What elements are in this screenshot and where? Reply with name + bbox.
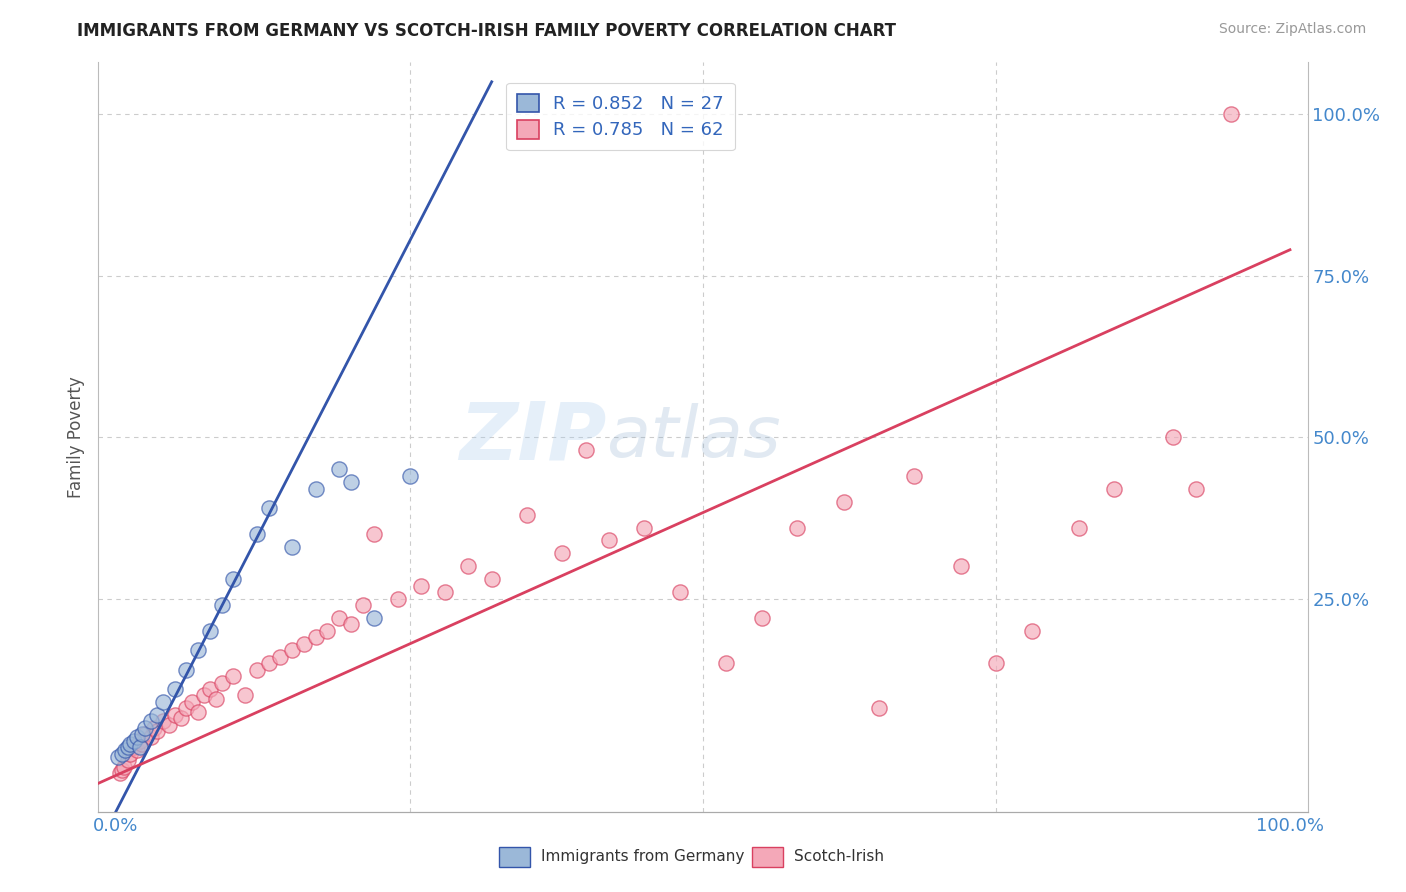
- Point: [117, 753, 139, 767]
- Point: [211, 598, 233, 612]
- Point: [398, 468, 420, 483]
- Point: [551, 546, 574, 560]
- Point: [281, 643, 304, 657]
- Point: [127, 731, 149, 745]
- Text: IMMIGRANTS FROM GERMANY VS SCOTCH-IRISH FAMILY POVERTY CORRELATION CHART: IMMIGRANTS FROM GERMANY VS SCOTCH-IRISH …: [77, 22, 897, 40]
- Text: ZIP: ZIP: [458, 398, 606, 476]
- Point: [292, 637, 315, 651]
- Point: [786, 520, 808, 534]
- Point: [112, 759, 135, 773]
- Point: [204, 691, 226, 706]
- Point: [141, 714, 163, 729]
- Point: [198, 624, 221, 638]
- Point: [986, 656, 1008, 670]
- Point: [128, 733, 150, 747]
- Point: [169, 711, 191, 725]
- Point: [163, 681, 186, 696]
- Point: [340, 475, 363, 490]
- Text: atlas: atlas: [606, 402, 780, 472]
- Point: [176, 663, 198, 677]
- Point: [950, 559, 973, 574]
- Point: [134, 721, 156, 735]
- Point: [363, 527, 385, 541]
- Point: [340, 617, 363, 632]
- Point: [198, 681, 221, 696]
- Point: [181, 695, 204, 709]
- Point: [122, 740, 145, 755]
- Point: [114, 743, 136, 757]
- Point: [903, 468, 925, 483]
- Point: [152, 714, 174, 729]
- Point: [516, 508, 538, 522]
- Point: [328, 611, 350, 625]
- Point: [751, 611, 773, 625]
- Point: [131, 737, 153, 751]
- Point: [122, 733, 145, 747]
- Text: Scotch-Irish: Scotch-Irish: [794, 849, 884, 863]
- Point: [868, 701, 890, 715]
- Point: [304, 630, 326, 644]
- Point: [108, 766, 131, 780]
- Point: [633, 520, 655, 534]
- Point: [668, 585, 690, 599]
- Point: [281, 540, 304, 554]
- Point: [1185, 482, 1208, 496]
- Point: [187, 643, 209, 657]
- Point: [157, 717, 180, 731]
- Point: [246, 527, 269, 541]
- Point: [257, 656, 280, 670]
- Point: [481, 572, 503, 586]
- Point: [111, 747, 134, 761]
- Point: [316, 624, 339, 638]
- Point: [1021, 624, 1043, 638]
- Point: [128, 740, 150, 755]
- Point: [716, 656, 738, 670]
- Point: [111, 763, 134, 777]
- Point: [1102, 482, 1125, 496]
- Legend: R = 0.852   N = 27, R = 0.785   N = 62: R = 0.852 N = 27, R = 0.785 N = 62: [506, 83, 735, 150]
- Point: [146, 707, 169, 722]
- Point: [127, 743, 149, 757]
- Point: [257, 501, 280, 516]
- Point: [433, 585, 456, 599]
- Point: [131, 727, 153, 741]
- Point: [193, 689, 215, 703]
- Point: [211, 675, 233, 690]
- Point: [120, 747, 142, 761]
- Point: [575, 442, 598, 457]
- Point: [222, 572, 245, 586]
- Point: [269, 649, 291, 664]
- Point: [146, 723, 169, 738]
- Point: [107, 749, 129, 764]
- Point: [222, 669, 245, 683]
- Point: [141, 731, 163, 745]
- Point: [163, 707, 186, 722]
- Point: [411, 579, 433, 593]
- Point: [387, 591, 409, 606]
- Point: [117, 740, 139, 755]
- Y-axis label: Family Poverty: Family Poverty: [66, 376, 84, 498]
- Point: [352, 598, 374, 612]
- Text: Immigrants from Germany: Immigrants from Germany: [541, 849, 745, 863]
- Point: [832, 494, 855, 508]
- Point: [120, 737, 142, 751]
- Text: Source: ZipAtlas.com: Source: ZipAtlas.com: [1219, 22, 1367, 37]
- Point: [598, 533, 620, 548]
- Point: [176, 701, 198, 715]
- Point: [328, 462, 350, 476]
- Point: [363, 611, 385, 625]
- Point: [1220, 107, 1243, 121]
- Point: [457, 559, 479, 574]
- Point: [304, 482, 326, 496]
- Point: [1067, 520, 1090, 534]
- Point: [152, 695, 174, 709]
- Point: [187, 705, 209, 719]
- Point: [134, 727, 156, 741]
- Point: [246, 663, 269, 677]
- Point: [1161, 430, 1184, 444]
- Point: [233, 689, 256, 703]
- Point: [142, 721, 165, 735]
